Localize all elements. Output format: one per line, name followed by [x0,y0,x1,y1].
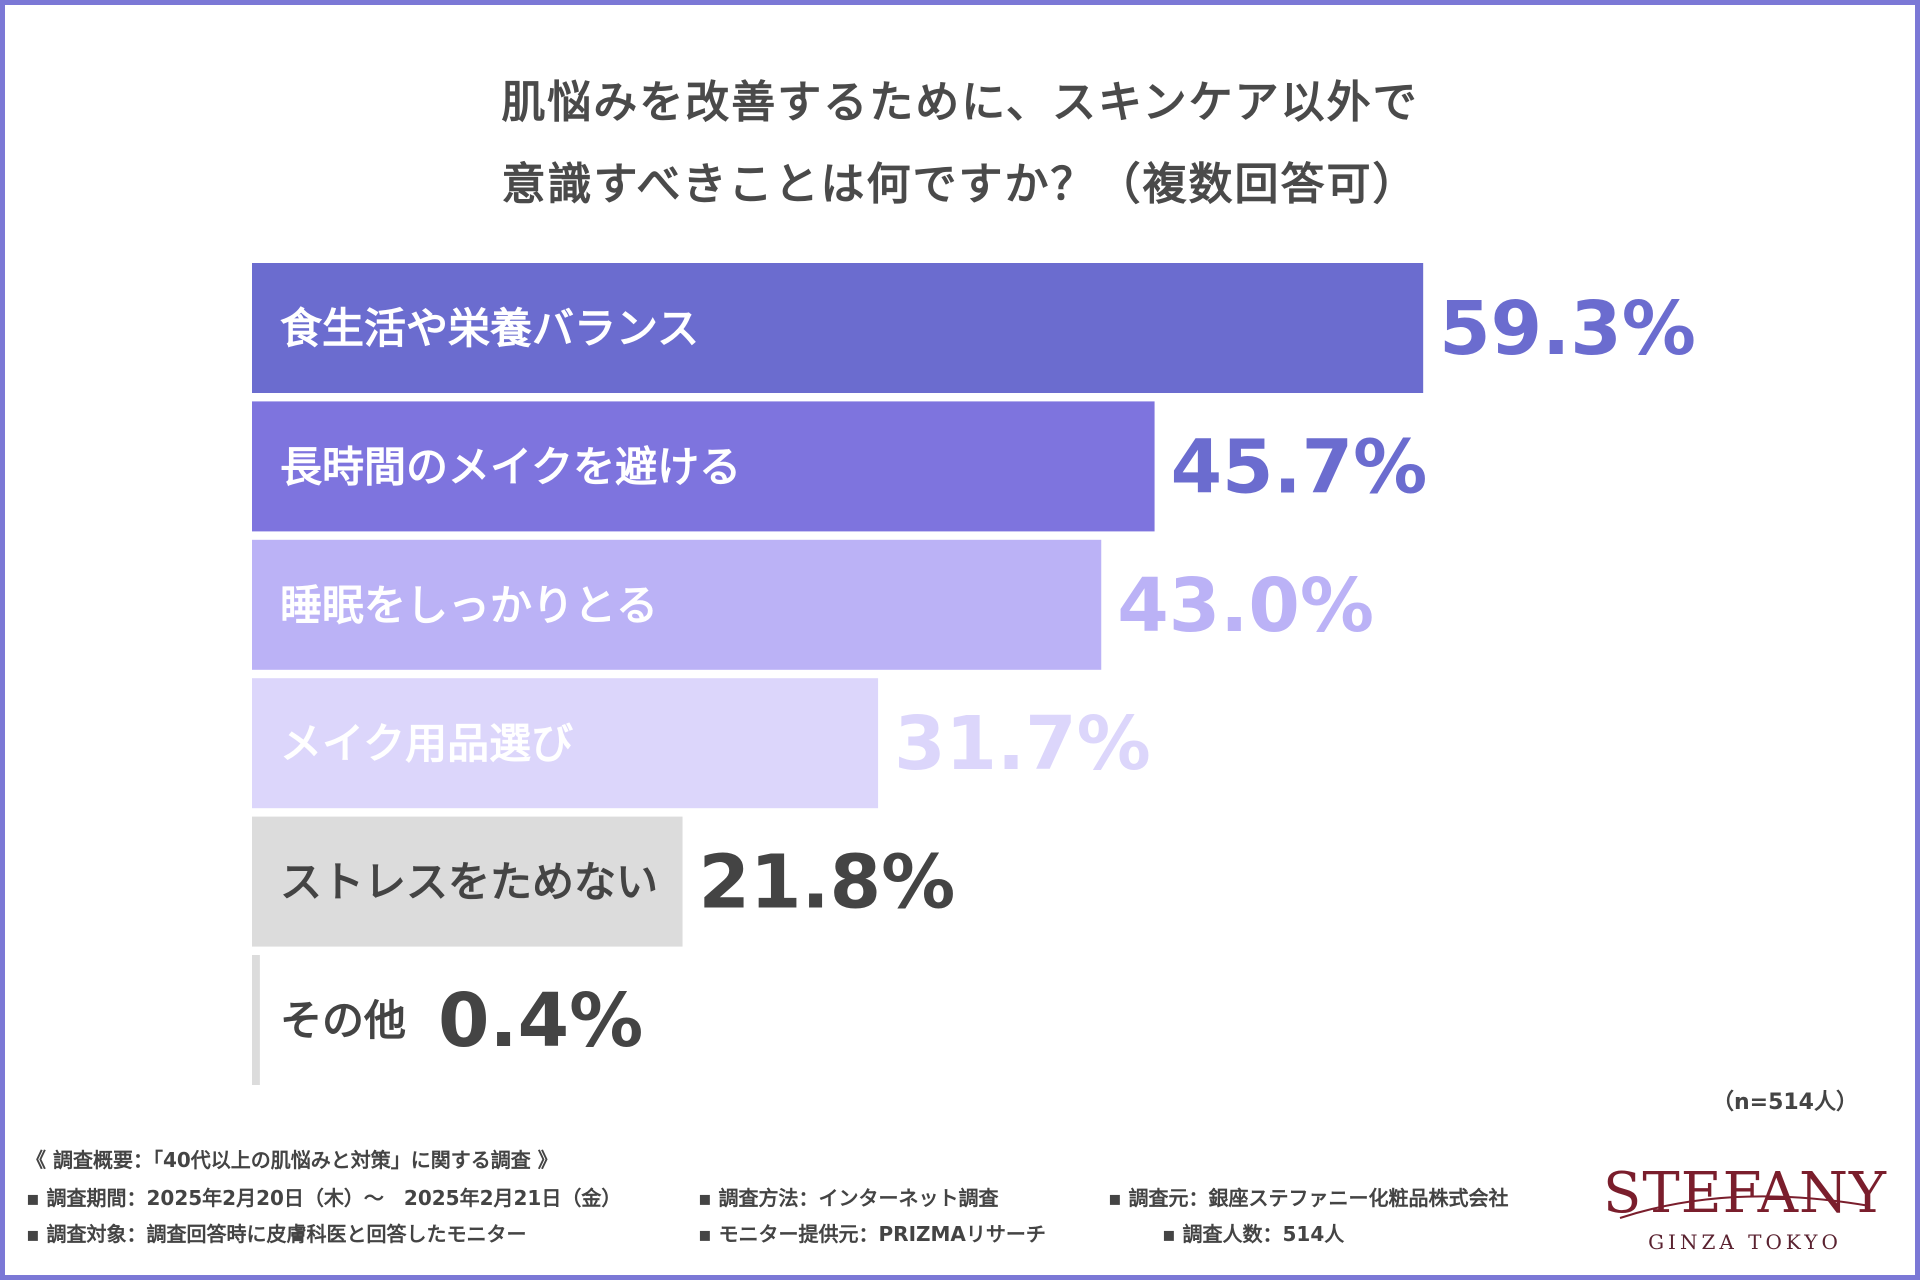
bar-value-1: 59.3% [1439,286,1696,372]
bar-4 [252,678,879,809]
bar-value-3: 43.0% [1117,563,1374,649]
bar-label-6: その他 [280,996,406,1045]
survey-source: ▪ 調査元：銀座ステファニー化粧品株式会社 [1108,1186,1509,1210]
logo-subtitle: GINZA TOKYO [1648,1230,1842,1254]
bar-value-4: 31.7% [894,701,1151,787]
survey-notes-header: 《 調査概要：「40代以上の肌悩みと対策」に関する調査 》 [26,1148,558,1172]
bar-5 [252,816,683,947]
bar-label-5: ストレスをためない [280,858,658,907]
stefany-logo: STEFANY GINZA TOKYO [1600,1162,1890,1262]
sample-size-label: （n=514人） [1711,1090,1858,1115]
logo-brand: STEFANY [1603,1161,1887,1226]
bar-label-4: メイク用品選び [280,719,573,768]
bar-label-3: 睡眠をしっかりとる [280,581,658,630]
survey-target: ▪ 調査対象：調査回答時に皮膚科医と回答したモニター [26,1222,527,1246]
chart-title-line2: 意識すべきことは何ですか？（複数回答可） [501,159,1419,210]
bar-label-1: 食生活や栄養バランス [280,304,699,353]
bar-value-5: 21.8% [699,840,956,926]
chart-title: 肌悩みを改善するために、スキンケア以外で 意識すべきことは何ですか？（複数回答可… [0,62,1920,226]
bar-label-2: 長時間のメイクを避ける [280,442,741,491]
chart-title-line1: 肌悩みを改善するために、スキンケア以外で [501,77,1419,128]
survey-notes: 《 調査概要：「40代以上の肌悩みと対策」に関する調査 》 ▪ 調査期間：202… [26,1144,1586,1264]
bar-6 [252,955,260,1085]
logo-swoosh-icon [1619,1195,1871,1219]
bar-1 [252,263,1424,393]
bar-2 [252,401,1155,532]
survey-method: ▪ 調査方法：インターネット調査 [698,1186,999,1210]
survey-period: ▪ 調査期間：2025年2月20日（木）～ 2025年2月21日（金） [26,1186,622,1210]
bar-value-6: 0.4% [438,978,643,1064]
survey-provider: ▪ モニター提供元：PRIZMAリサーチ [698,1222,1046,1246]
survey-count: ▪ 調査人数：514人 [1162,1222,1345,1246]
bar-value-2: 45.7% [1171,424,1428,510]
bar-3 [252,539,1102,670]
